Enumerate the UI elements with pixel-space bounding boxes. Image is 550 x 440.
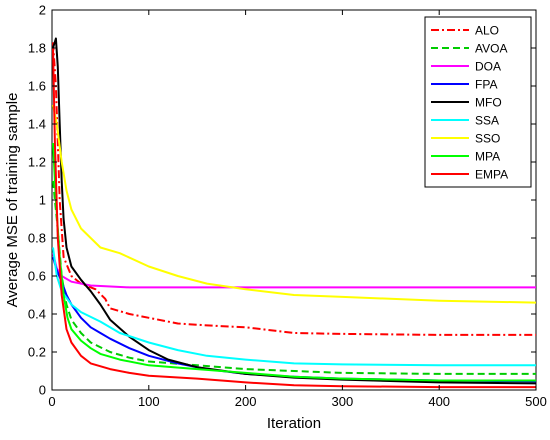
series-layer	[52, 37, 537, 389]
series-line-doa	[52, 252, 536, 289]
y-tick-label: 1.2	[28, 155, 46, 170]
legend-label-doa: DOA	[475, 60, 501, 74]
y-tick-label: 0.6	[28, 269, 46, 284]
x-tick-label: 400	[428, 394, 450, 409]
y-tick-label: 1.6	[28, 79, 46, 94]
x-tick-label: 300	[332, 394, 354, 409]
ticks-layer: 0 100 200 300 400 500 0 0.2 0.4 0.6 0.8 1 1.2 1.4 1.6 1…	[28, 3, 547, 410]
legend: ALO AVOA DOA FPA MFO SSA SSO MPA EMPA	[424, 16, 532, 188]
series-line-sso	[52, 104, 537, 304]
x-tick-label: 500	[525, 394, 547, 409]
legend-label-mfo: MFO	[475, 96, 502, 110]
y-tick-label: 0.2	[28, 345, 46, 360]
series-line-empa	[52, 47, 536, 389]
y-tick-label: 1.8	[28, 41, 46, 56]
legend-label-empa: EMPA	[475, 168, 508, 182]
y-tick-label: 1	[39, 193, 46, 208]
y-tick-label: 0	[39, 383, 46, 398]
y-axis-label: Average MSE of training sample	[4, 93, 21, 308]
legend-label-sso: SSO	[475, 132, 500, 146]
legend-label-ssa: SSA	[475, 114, 499, 128]
series-line-alo	[52, 42, 536, 336]
legend-label-avoa: AVOA	[475, 42, 507, 56]
y-tick-label: 0.8	[28, 231, 46, 246]
legend-label-mpa: MPA	[475, 150, 500, 164]
x-tick-label: 100	[138, 394, 160, 409]
series-line-mpa	[52, 142, 536, 382]
x-tick-label: 200	[235, 394, 257, 409]
y-tick-label: 2	[39, 3, 46, 18]
legend-label-alo: ALO	[475, 24, 499, 38]
x-axis-label: Iteration	[267, 415, 321, 432]
y-tick-label: 1.4	[28, 117, 46, 132]
series-line-ssa	[52, 247, 536, 367]
y-tick-label: 0.4	[28, 307, 46, 322]
legend-label-fpa: FPA	[475, 78, 497, 92]
x-tick-label: 0	[48, 394, 55, 409]
